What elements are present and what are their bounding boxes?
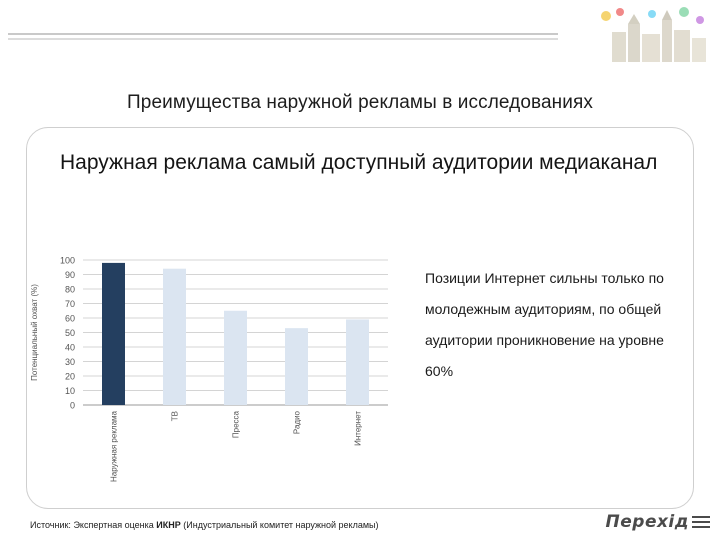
source-label: Источник: — [30, 520, 71, 530]
note-text: Позиции Интернет сильны только по молоде… — [425, 270, 664, 379]
city-illustration-icon — [601, 7, 706, 62]
source-org: ИКНР — [156, 520, 181, 530]
source-line: Источник: Экспертная оценка ИКНР (Индуст… — [30, 520, 379, 530]
lead-text: Наружная реклама самый доступный аудитор… — [60, 151, 658, 174]
bar — [285, 328, 308, 405]
bar — [346, 319, 369, 405]
bar — [224, 310, 247, 405]
y-tick-label: 0 — [70, 401, 75, 411]
header-divider-lines — [8, 33, 558, 43]
bar — [163, 268, 186, 405]
brand-logo: Перехід — [606, 512, 710, 532]
source-detail: (Индустриальный комитет наружной рекламы… — [183, 520, 379, 530]
y-axis-label: Потенциальный охват (%) — [30, 284, 39, 381]
y-tick-label: 90 — [65, 270, 75, 280]
bar — [102, 262, 125, 405]
y-tick-label: 60 — [65, 314, 75, 324]
logo-text: Перехід — [605, 512, 689, 532]
x-tick-label: Наружная реклама — [110, 410, 119, 482]
y-tick-label: 20 — [65, 372, 75, 382]
content-frame — [26, 127, 694, 509]
x-tick-label: ТВ — [171, 411, 180, 421]
bar-chart: 0 10 20 30 40 50 60 70 80 90 100 Потенциальный охва… — [30, 256, 388, 482]
y-tick-label: 80 — [65, 285, 75, 295]
x-tick-label: Интернет — [354, 411, 363, 446]
x-tick-label: Пресса — [232, 410, 241, 438]
source-text: Экспертная оценка — [73, 520, 154, 530]
y-tick-label: 70 — [65, 299, 75, 309]
y-tick-label: 10 — [65, 386, 75, 396]
stripes-logo-icon — [692, 516, 710, 528]
x-tick-label: Радио — [293, 410, 302, 434]
y-tick-label: 100 — [60, 256, 75, 266]
slide-title: Преимущества наружной рекламы в исследов… — [127, 92, 593, 113]
y-tick-label: 40 — [65, 343, 75, 353]
y-tick-label: 30 — [65, 357, 75, 367]
y-tick-label: 50 — [65, 328, 75, 338]
